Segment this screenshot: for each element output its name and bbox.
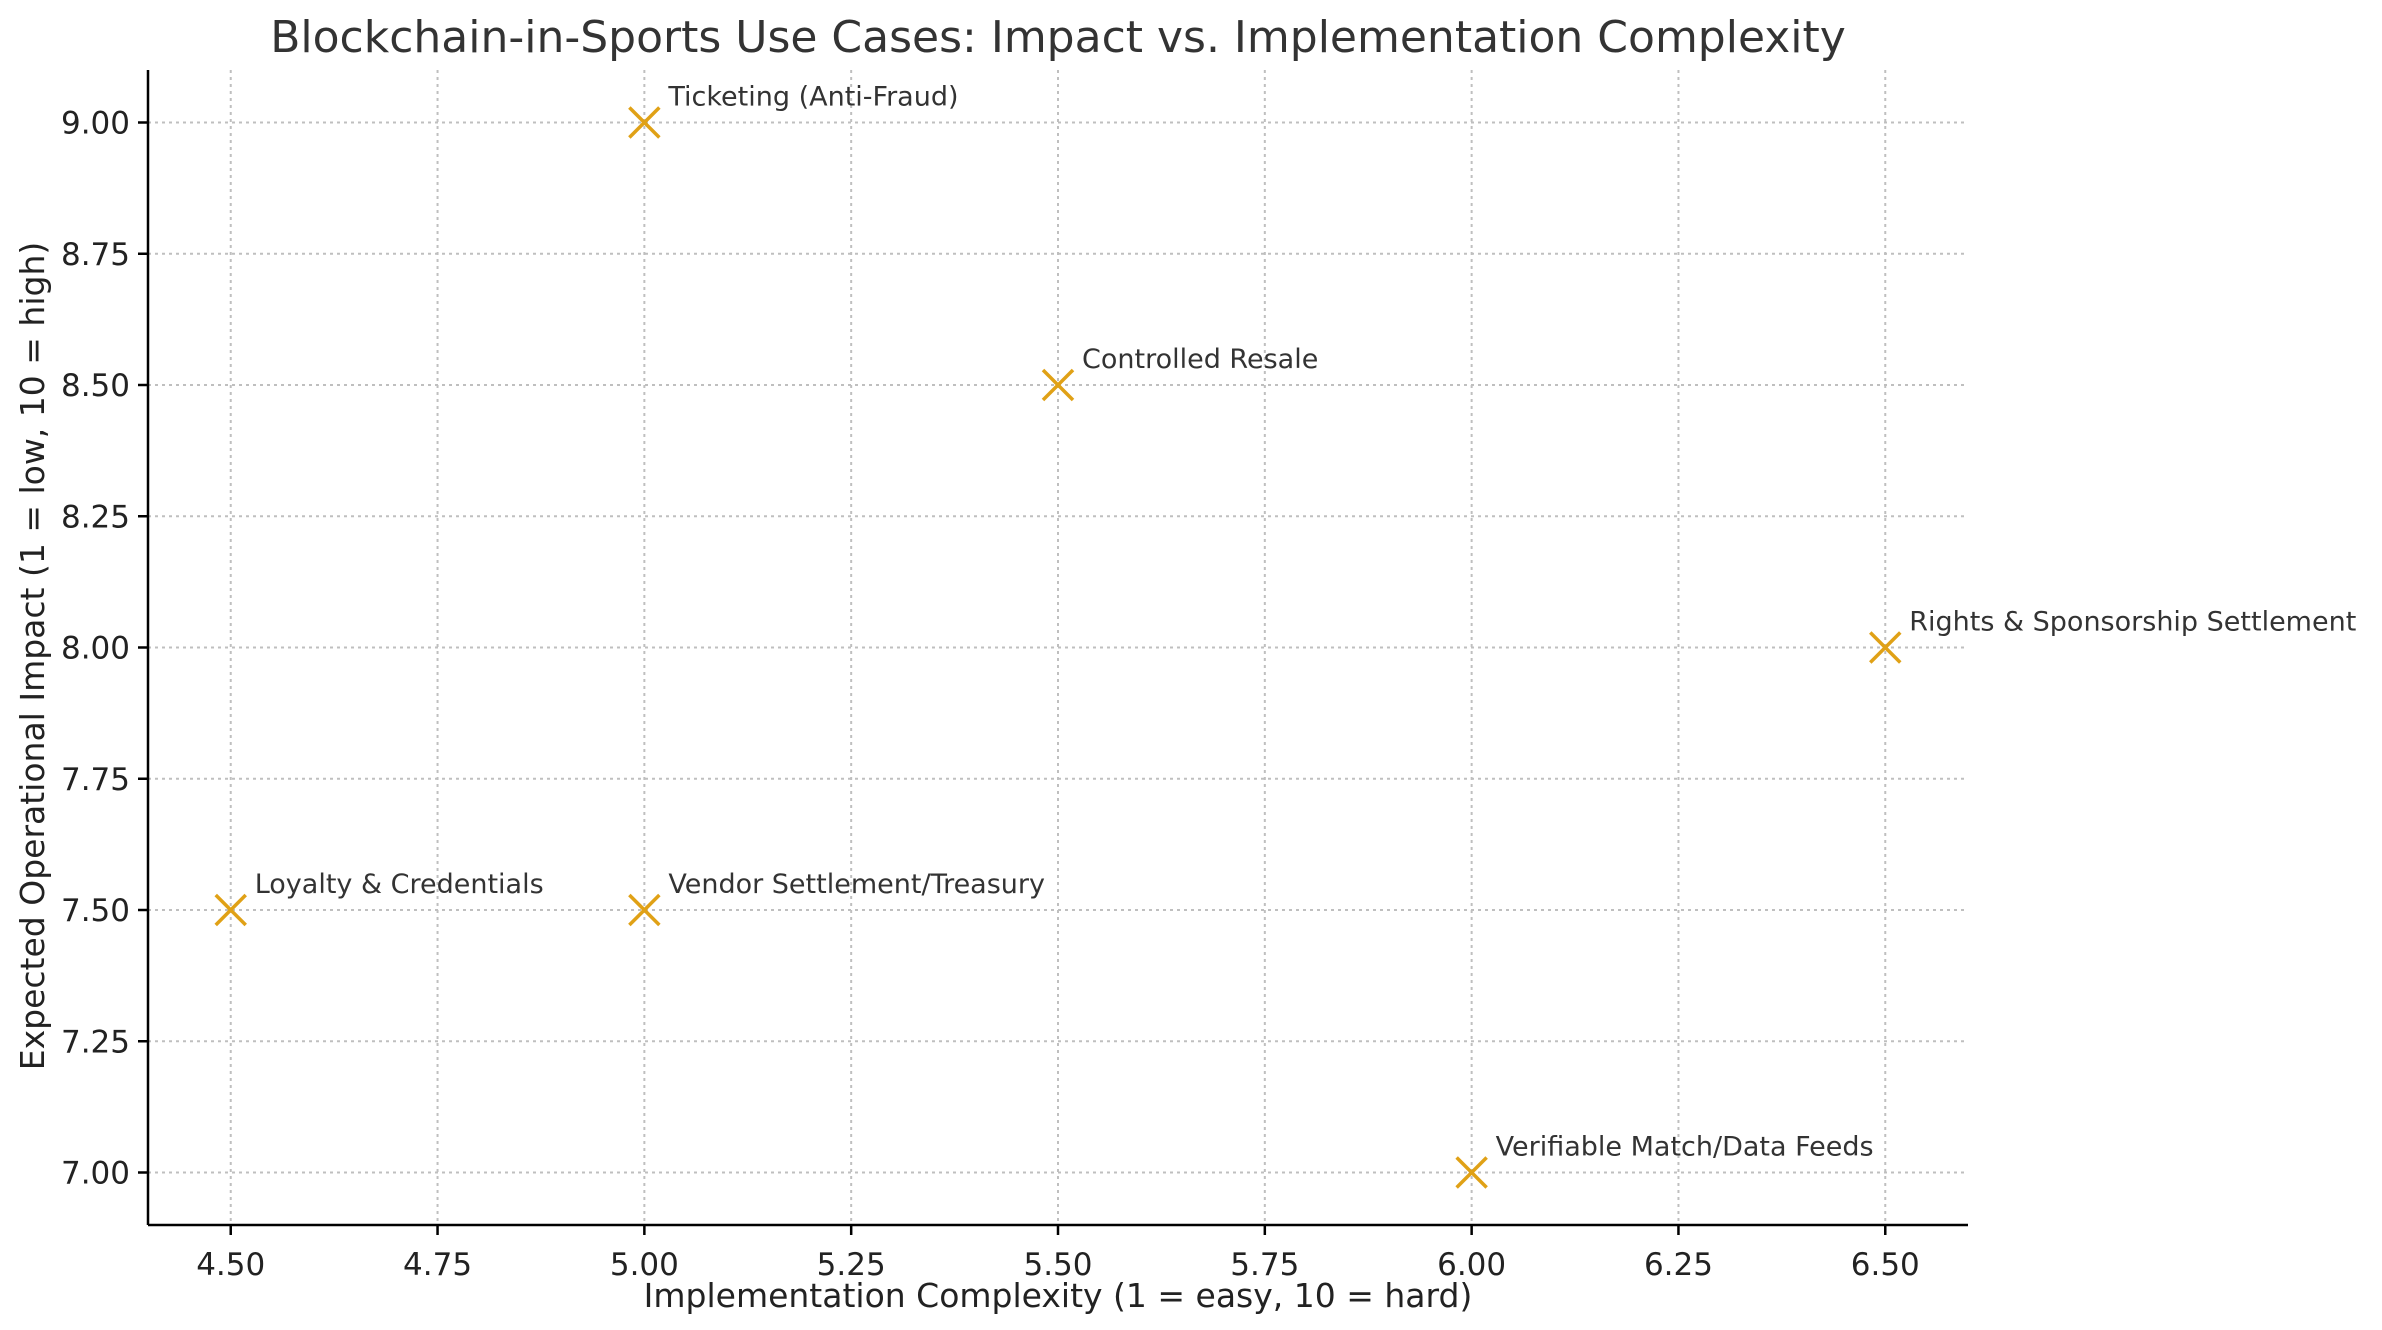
- scatter-point: [214, 893, 247, 927]
- x-marker-stroke: [214, 893, 247, 927]
- scatter-point: [1869, 631, 1902, 664]
- point-label: Ticketing (Anti-Fraud): [667, 82, 958, 113]
- x-tick-label: 5.25: [817, 1247, 886, 1283]
- chart-title: Blockchain-in-Sports Use Cases: Impact v…: [270, 12, 1846, 63]
- x-tick-label: 5.00: [610, 1247, 679, 1283]
- y-tick-label: 8.25: [61, 499, 130, 535]
- x-tick-label: 4.75: [403, 1247, 472, 1283]
- x-tick-label: 6.50: [1851, 1247, 1920, 1283]
- point-label: Controlled Resale: [1082, 344, 1318, 375]
- y-axis-label: Expected Operational Impact (1 = low, 10…: [13, 242, 52, 1070]
- y-tick-label: 8.00: [61, 631, 130, 667]
- data-points: Ticketing (Anti-Fraud) Controlled Resale R…: [214, 82, 2356, 1189]
- x-marker-stroke: [628, 893, 661, 927]
- point-label: Verifiable Match/Data Feeds: [1496, 1132, 1874, 1163]
- point-label: Loyalty & Credentials: [255, 869, 544, 900]
- y-tick-label: 7.00: [61, 1156, 130, 1192]
- y-axis-ticks: 7.00 7.25 7.50 7.75 8.00 8.25 8.50 8.75 9.00: [61, 106, 148, 1192]
- y-tick-label: 7.25: [61, 1024, 130, 1060]
- y-tick-label: 7.50: [61, 893, 130, 929]
- x-axis-ticks: 4.50 4.75 5.00 5.25 5.50 5.75 6.00 6.25 6.50: [196, 1225, 1920, 1283]
- scatter-point: [1455, 1156, 1488, 1189]
- y-tick-label: 8.50: [61, 368, 130, 404]
- y-tick-label: 7.75: [61, 762, 130, 798]
- scatter-point: [1041, 368, 1075, 402]
- x-marker-stroke: [1869, 631, 1902, 664]
- x-tick-label: 4.50: [196, 1247, 265, 1283]
- point-label: Rights & Sponsorship Settlement: [1909, 607, 2356, 638]
- x-tick-label: 6.00: [1437, 1247, 1506, 1283]
- x-tick-label: 5.50: [1023, 1247, 1092, 1283]
- x-axis-label: Implementation Complexity (1 = easy, 10 …: [644, 1276, 1473, 1315]
- x-marker-stroke: [1041, 368, 1075, 402]
- scatter-point: [628, 893, 661, 927]
- y-tick-label: 8.75: [61, 237, 130, 273]
- x-marker-stroke: [1455, 1156, 1488, 1189]
- x-tick-label: 5.75: [1230, 1247, 1299, 1283]
- point-label: Vendor Settlement/Treasury: [668, 869, 1045, 900]
- y-tick-label: 9.00: [61, 106, 130, 142]
- grid-lines: [148, 70, 1968, 1225]
- x-marker-stroke: [628, 106, 661, 139]
- scatter-point: [628, 106, 661, 139]
- x-tick-label: 6.25: [1644, 1247, 1713, 1283]
